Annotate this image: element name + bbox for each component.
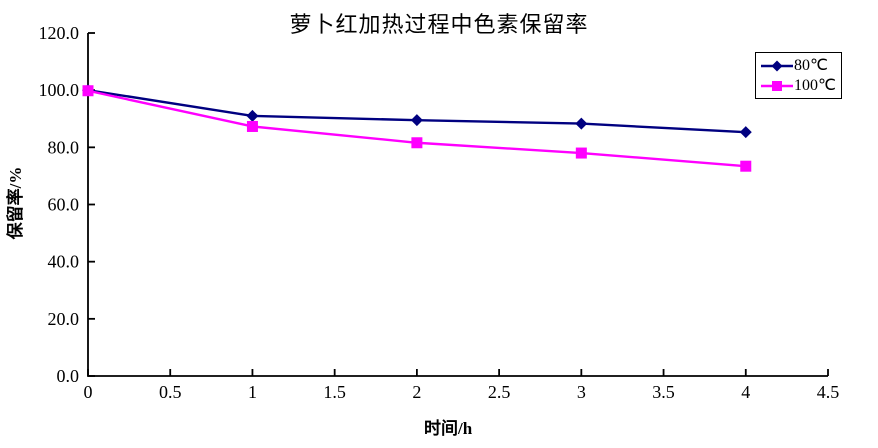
legend-label-100c: 100℃ xyxy=(794,77,836,94)
y-axis-tick-label: 100.0 xyxy=(39,80,80,100)
y-axis-tick-label: 80.0 xyxy=(48,137,80,157)
x-axis-title: 时间/h xyxy=(424,419,473,438)
legend: 80℃ 100℃ xyxy=(755,52,842,99)
x-axis-tick-label: 1.5 xyxy=(323,382,346,402)
series-1-point-2 xyxy=(411,137,423,149)
series-line-1 xyxy=(87,89,746,168)
y-axis-tick-label: 0.0 xyxy=(57,366,80,386)
x-axis-tick-label: 0 xyxy=(84,382,93,402)
x-axis-tick-label: 3.5 xyxy=(652,382,675,402)
x-axis-tick-label: 4.5 xyxy=(817,382,840,402)
axis-lines xyxy=(87,33,828,377)
chart-title: 萝卜红加热过程中色素保留率 xyxy=(289,12,589,37)
series-80c-marker-icon xyxy=(760,59,794,73)
x-axis-tick-label: 3 xyxy=(577,382,586,402)
x-axis-tick-label: 2.5 xyxy=(488,382,511,402)
series-1-point-1 xyxy=(246,120,258,132)
x-axis-tick-label: 1 xyxy=(248,382,257,402)
y-axis-tick-label: 20.0 xyxy=(48,309,80,329)
series-1-point-0 xyxy=(82,85,94,97)
legend-item-100c: 100℃ xyxy=(760,76,836,95)
x-axis-tick-label: 2 xyxy=(412,382,421,402)
legend-label-80c: 80℃ xyxy=(794,57,828,74)
series-100c-marker-icon xyxy=(760,79,794,93)
x-axis-tick-label: 4 xyxy=(741,382,750,402)
y-axis-tick-label: 40.0 xyxy=(48,252,80,272)
series-0-point-3 xyxy=(575,117,588,130)
series-1-point-3 xyxy=(575,147,587,159)
x-axis-tick-label: 0.5 xyxy=(159,382,182,402)
series-0-point-2 xyxy=(410,114,423,127)
y-axis-tick-label: 60.0 xyxy=(48,195,80,215)
y-axis-tick-label: 120.0 xyxy=(39,23,80,43)
y-axis-title: 保留率/% xyxy=(6,166,25,240)
series-0-point-1 xyxy=(246,109,259,122)
series-1-point-4 xyxy=(740,160,752,172)
legend-item-80c: 80℃ xyxy=(760,56,836,75)
series-0-point-4 xyxy=(739,126,752,139)
